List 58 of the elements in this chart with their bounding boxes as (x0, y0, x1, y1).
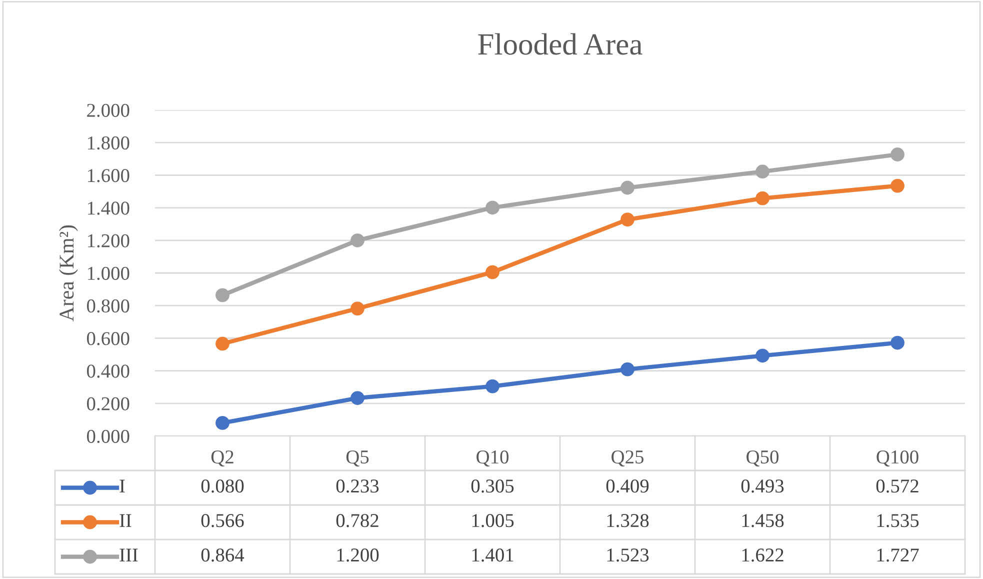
data-label: 1.535 (877, 514, 919, 528)
point (756, 164, 770, 179)
point (756, 191, 770, 206)
x-tick-label: Q100 (876, 450, 918, 467)
point (890, 148, 904, 162)
point (486, 265, 500, 280)
y-tick-label: 1.000 (88, 266, 130, 280)
y-tick-label: 2.000 (87, 104, 130, 118)
data-label: 1.200 (337, 548, 379, 562)
data-label: 0.305 (471, 479, 514, 493)
data-label: 0.572 (876, 479, 918, 493)
x-tick-label: Q25 (612, 450, 644, 467)
data-label: 0.493 (741, 479, 784, 493)
data-label: 1.523 (607, 548, 649, 562)
y-tick-label: 0.400 (86, 364, 130, 378)
data-label: 0.233 (336, 479, 379, 493)
x-tick-label: Q5 (346, 450, 369, 467)
point (350, 233, 364, 248)
x-tick-label: Q2 (211, 450, 234, 467)
point (216, 288, 230, 302)
legend-label: III (120, 548, 138, 562)
point (620, 212, 634, 226)
data-label: 1.458 (742, 514, 784, 528)
x-tick-label: Q50 (746, 450, 778, 467)
y-tick-label: 0.800 (86, 299, 130, 313)
data-label: 0.080 (201, 479, 244, 493)
point (216, 416, 230, 430)
point (890, 336, 904, 350)
point (350, 302, 364, 316)
data-label: 1.622 (742, 548, 784, 562)
point (620, 180, 634, 195)
y-tick-label: 1.600 (88, 169, 130, 182)
y-axis-title: Area (Km²) (59, 225, 78, 322)
y-tick-label: 0.600 (86, 332, 130, 346)
data-label: 0.409 (606, 479, 649, 493)
point (620, 362, 634, 376)
point (216, 336, 230, 351)
x-tick-label: Q10 (476, 450, 508, 467)
data-label: 1.727 (877, 548, 919, 562)
data-label: 0.864 (201, 548, 244, 562)
y-tick-label: 1.200 (88, 234, 130, 248)
data-label: 0.566 (201, 514, 244, 528)
chart-title: Flooded Area (478, 33, 642, 55)
y-tick-label: 0.200 (86, 397, 130, 410)
legend-label: I (120, 480, 125, 492)
point (486, 379, 500, 394)
point (486, 200, 500, 215)
data-label: 1.005 (472, 514, 514, 528)
data-label: 1.328 (607, 514, 649, 528)
y-tick-label: 1.400 (88, 202, 130, 215)
point (756, 348, 770, 363)
y-tick-label: 1.800 (88, 136, 130, 150)
data-label: 0.782 (336, 514, 378, 528)
point (890, 178, 904, 193)
point (350, 391, 364, 405)
data-label: 1.401 (472, 548, 514, 562)
legend-label: II (120, 514, 132, 527)
y-tick-label: 0.000 (86, 430, 130, 444)
